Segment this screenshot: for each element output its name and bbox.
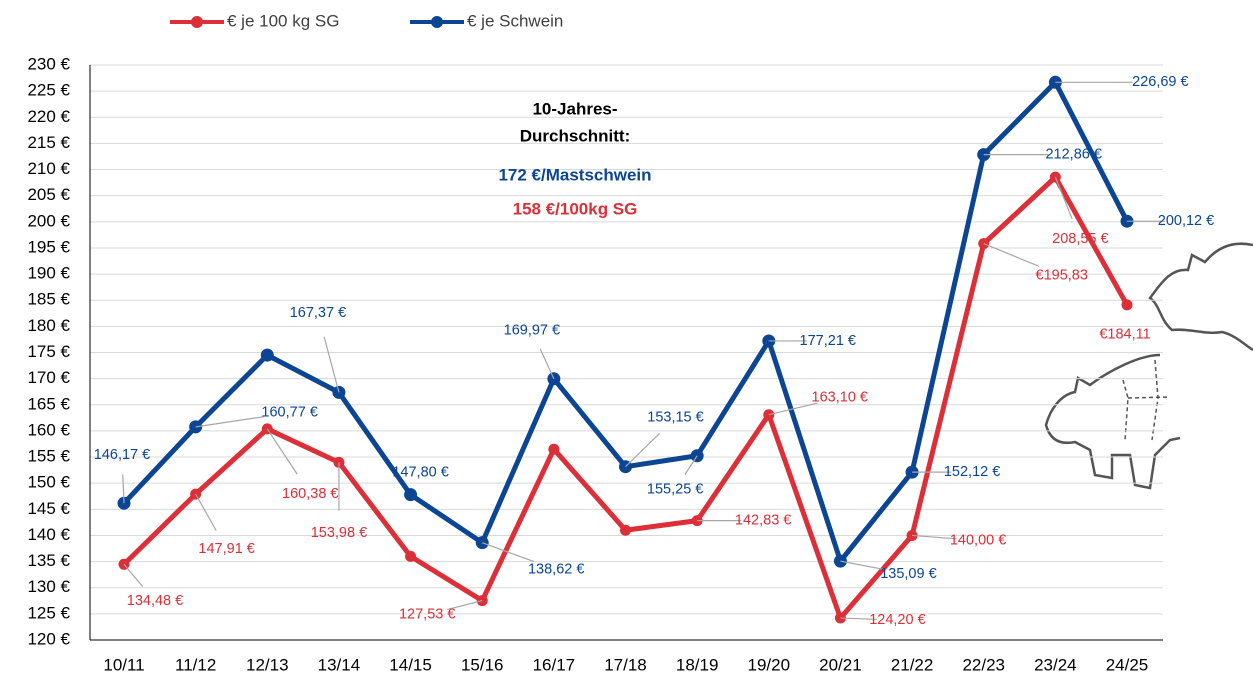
x-tick-label: 20/21 [819, 655, 862, 674]
data-label: 147,91 € [198, 541, 254, 557]
data-label: €195,83 [1036, 267, 1088, 283]
data-label: 127,53 € [399, 606, 455, 622]
y-tick-label: 220 € [27, 107, 70, 126]
data-label: 226,69 € [1132, 74, 1188, 90]
data-label: €184,11 [1099, 327, 1150, 343]
leader-line [195, 416, 264, 428]
data-label: 153,98 € [311, 525, 367, 541]
leader-line [983, 243, 1040, 267]
data-label: 124,20 € [869, 612, 925, 628]
data-label: 200,12 € [1158, 213, 1214, 229]
x-tick-label: 24/25 [1106, 655, 1149, 674]
y-tick-label: 145 € [27, 499, 70, 518]
x-tick-label: 23/24 [1034, 655, 1077, 674]
leader-line [195, 493, 217, 531]
data-label: 140,00 € [950, 532, 1006, 548]
x-tick-label: 11/12 [175, 655, 216, 674]
data-label: 138,62 € [528, 561, 584, 577]
y-tick-label: 210 € [27, 159, 70, 178]
y-tick-label: 230 € [27, 54, 70, 73]
y-tick-label: 130 € [27, 577, 70, 596]
data-label: 155,25 € [647, 482, 703, 498]
leader-line [625, 432, 660, 468]
annotation: Durchschnitt: [520, 126, 631, 145]
data-label: 212,86 € [1045, 146, 1101, 162]
leader-line [912, 534, 957, 540]
data-label: 208,55 € [1052, 231, 1108, 247]
y-tick-label: 190 € [27, 264, 70, 283]
series-line [122, 174, 1130, 621]
y-tick-label: 140 € [27, 525, 70, 544]
annotation: 158 €/100kg SG [513, 199, 638, 218]
legend-marker [191, 16, 203, 28]
x-tick-label: 12/13 [246, 655, 289, 674]
y-tick-label: 195 € [27, 237, 70, 256]
data-label: 152,12 € [944, 464, 1000, 480]
annotation: 10-Jahres- [532, 99, 617, 118]
data-label: 147,80 € [392, 465, 448, 481]
leader-line [123, 563, 144, 588]
y-tick-label: 135 € [27, 551, 70, 570]
y-tick-label: 160 € [27, 420, 70, 439]
data-label: 160,38 € [282, 486, 338, 502]
y-tick-label: 175 € [27, 342, 70, 361]
y-tick-label: 125 € [27, 603, 70, 622]
data-label: 134,48 € [127, 593, 183, 609]
x-tick-label: 19/20 [748, 655, 791, 674]
y-tick-label: 185 € [27, 290, 70, 309]
data-label: 163,10 € [812, 390, 868, 406]
y-tick-label: 180 € [27, 316, 70, 335]
data-point [260, 348, 274, 362]
leader-line [539, 348, 555, 380]
legend-label: € je Schwein [467, 11, 563, 30]
data-label: 169,97 € [504, 323, 560, 339]
pig-icons [1044, 242, 1253, 490]
data-label: 177,21 € [800, 333, 856, 349]
y-tick-label: 200 € [27, 211, 70, 230]
legend-label: € je 100 kg SG [227, 11, 339, 30]
x-tick-label: 16/17 [533, 655, 576, 674]
y-tick-label: 215 € [27, 133, 70, 152]
annotation: 172 €/Mastschwein [498, 165, 651, 184]
x-tick-label: 15/16 [461, 655, 504, 674]
leader-line [482, 542, 535, 563]
leader-line [1054, 176, 1073, 220]
leader-line [122, 474, 125, 504]
legend-marker [431, 16, 443, 28]
data-label: 135,09 € [880, 566, 936, 582]
y-tick-label: 150 € [27, 473, 70, 492]
data-label: 146,17 € [94, 447, 150, 463]
leader-line [323, 336, 340, 393]
data-label: 153,15 € [647, 410, 703, 426]
y-tick-label: 170 € [27, 368, 70, 387]
leader-line [446, 600, 483, 611]
leader-line [768, 402, 818, 416]
data-label: 142,83 € [735, 512, 791, 528]
data-point [620, 524, 631, 536]
y-tick-label: 155 € [27, 447, 70, 466]
data-point [405, 550, 417, 562]
leader-line [840, 617, 878, 620]
series-line [122, 79, 1130, 564]
data-point [1121, 299, 1133, 311]
leader-line [684, 455, 698, 475]
x-tick-label: 17/18 [604, 655, 647, 674]
x-tick-label: 18/19 [676, 655, 719, 674]
y-tick-label: 165 € [27, 394, 70, 413]
x-tick-label: 14/15 [389, 655, 432, 674]
x-tick-label: 22/23 [962, 655, 1005, 674]
leader-line [840, 560, 887, 571]
x-tick-label: 21/22 [891, 655, 934, 674]
data-point [548, 443, 560, 455]
x-tick-label: 10/11 [103, 655, 144, 674]
y-tick-label: 120 € [27, 629, 70, 648]
y-tick-label: 225 € [27, 81, 70, 100]
data-point [404, 488, 418, 502]
x-tick-label: 13/14 [318, 655, 361, 674]
y-tick-label: 205 € [27, 185, 70, 204]
data-label: 167,37 € [290, 305, 346, 321]
leader-line [266, 428, 298, 475]
data-label: 160,77 € [261, 405, 317, 421]
